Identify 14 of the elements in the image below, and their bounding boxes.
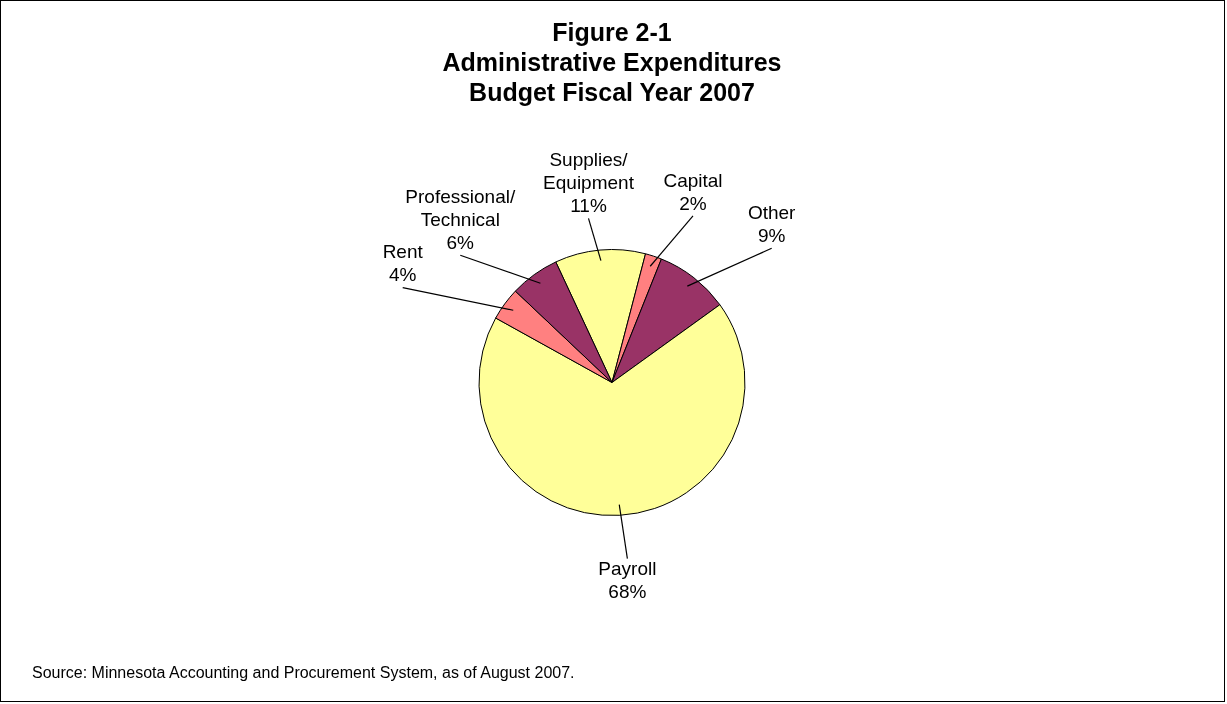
data-label: 9% bbox=[757, 225, 786, 247]
data-label: 68% bbox=[608, 581, 647, 603]
slice-label: Capital bbox=[663, 169, 723, 191]
data-label: 4% bbox=[388, 264, 417, 286]
slice-label: Payroll bbox=[598, 558, 657, 580]
source-note: Source: Minnesota Accounting and Procurement System, as of August 2007. bbox=[32, 664, 575, 682]
slice-label: Supplies/Equipment bbox=[543, 149, 635, 194]
data-label: 2% bbox=[679, 192, 707, 214]
slice-label: Other bbox=[747, 202, 797, 224]
data-label: 11% bbox=[570, 195, 607, 217]
chart-title: Figure 2-1 Administrative Expenditures Budget Fiscal Year 2007 bbox=[442, 17, 782, 106]
data-label: 6% bbox=[446, 231, 475, 253]
slice-label: Rent bbox=[382, 241, 424, 263]
slice-label: Professional/Technical bbox=[405, 185, 516, 230]
